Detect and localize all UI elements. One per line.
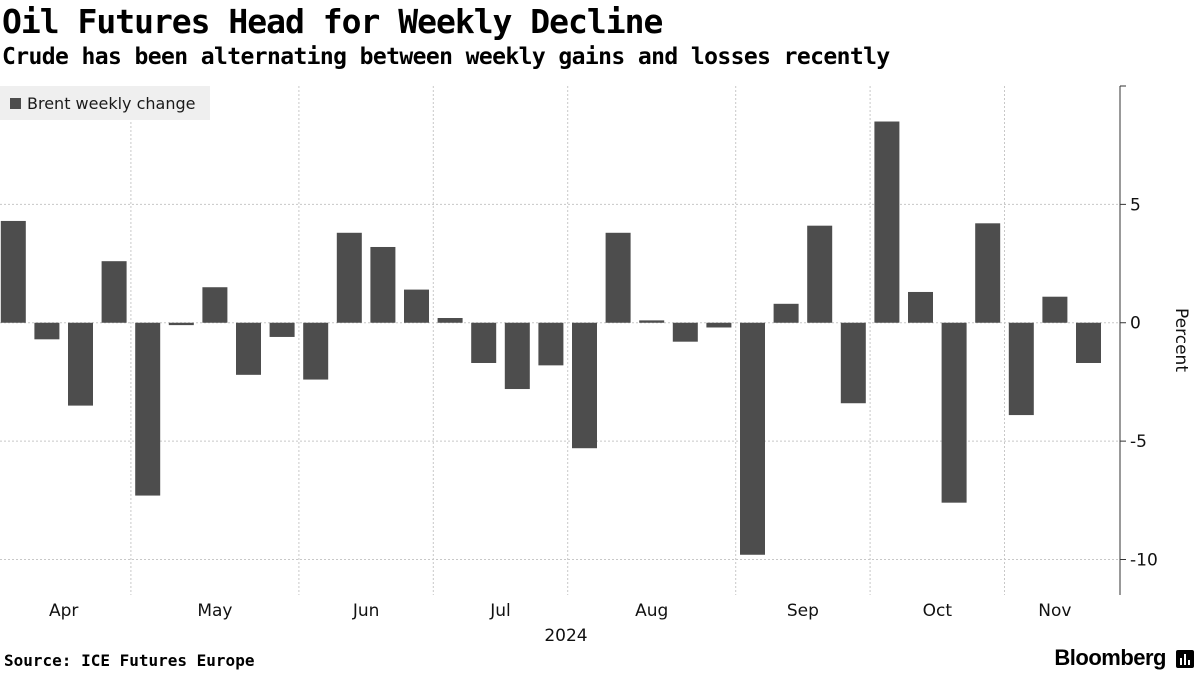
y-tick-label: -10 bbox=[1130, 550, 1158, 570]
y-tick-label: -5 bbox=[1130, 432, 1147, 452]
bar bbox=[874, 121, 900, 323]
x-tick-label: Jun bbox=[352, 601, 380, 621]
bar bbox=[639, 320, 665, 323]
bar bbox=[941, 322, 967, 503]
bar bbox=[605, 232, 631, 323]
bar bbox=[437, 318, 463, 323]
bar bbox=[807, 225, 833, 323]
x-tick-label: Aug bbox=[635, 601, 668, 621]
bar bbox=[504, 322, 530, 390]
bar bbox=[773, 303, 799, 323]
y-tick-label: 5 bbox=[1130, 195, 1141, 215]
bar bbox=[101, 261, 127, 323]
bar bbox=[840, 322, 866, 404]
bar bbox=[236, 322, 261, 375]
bar bbox=[672, 322, 698, 342]
legend-label: Brent weekly change bbox=[27, 93, 196, 113]
x-tick-label: Jul bbox=[489, 601, 511, 621]
x-tick-label: Nov bbox=[1038, 601, 1071, 621]
source-note: Source: ICE Futures Europe bbox=[4, 651, 255, 670]
bar bbox=[336, 232, 362, 323]
chart-title: Oil Futures Head for Weekly Decline bbox=[2, 2, 663, 41]
x-tick-label: Apr bbox=[49, 601, 78, 621]
bar bbox=[1042, 296, 1068, 323]
bar bbox=[269, 322, 295, 337]
legend: Brent weekly change bbox=[0, 86, 210, 120]
bar bbox=[908, 291, 933, 323]
bar bbox=[975, 223, 1001, 323]
bar bbox=[168, 322, 194, 326]
x-tick-label: Sep bbox=[787, 601, 819, 621]
bar bbox=[572, 322, 597, 449]
bar bbox=[471, 322, 497, 363]
bar bbox=[1076, 322, 1101, 363]
bar bbox=[135, 322, 161, 496]
bar bbox=[538, 322, 564, 366]
bloomberg-terminal-icon bbox=[1176, 650, 1194, 668]
y-axis-label: Percent bbox=[1171, 308, 1191, 372]
bar bbox=[34, 322, 60, 340]
bar bbox=[0, 220, 26, 323]
bar bbox=[68, 322, 93, 406]
x-tick-label: May bbox=[197, 601, 232, 621]
x-tick-label: Oct bbox=[923, 601, 953, 621]
bar bbox=[303, 322, 329, 380]
y-tick-label: 0 bbox=[1130, 314, 1141, 334]
bar bbox=[404, 289, 429, 323]
bar bbox=[1008, 322, 1034, 416]
bar bbox=[370, 246, 396, 323]
bar bbox=[202, 287, 228, 323]
chart-subtitle: Crude has been alternating between weekl… bbox=[2, 44, 890, 70]
bar bbox=[740, 322, 765, 555]
x-axis-label: 2024 bbox=[544, 626, 587, 646]
bar bbox=[706, 322, 732, 328]
legend-swatch bbox=[10, 97, 21, 109]
brand-logo: Bloomberg bbox=[1054, 645, 1166, 670]
